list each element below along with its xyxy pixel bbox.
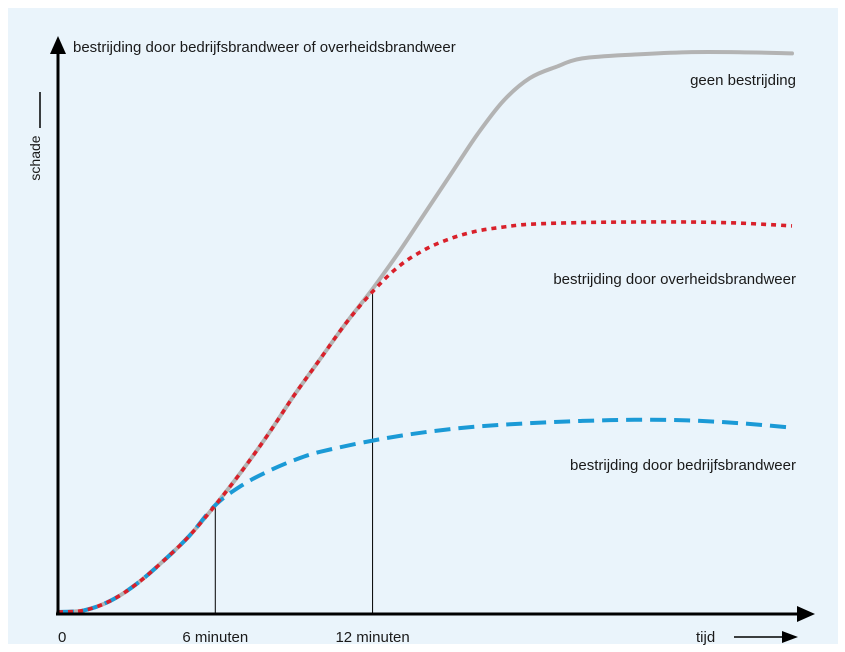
series-line-2 [57,220,793,614]
x-tick-labels: 0 6 minuten 12 minuten [58,629,410,646]
series-label-2: bestrijding door overheidsbrandweer [553,271,796,288]
series-labels: geen bestrijding bestrijding door overhei… [553,72,796,474]
series-label-3: bestrijding door bedrijfsbrandweer [570,457,796,474]
minute-marker-lines [214,288,374,614]
y-axis-arrow-icon [50,36,66,54]
x-tick-label-1: 0 [58,629,66,646]
series-lines [56,50,794,614]
x-tick-label-2: 6 minuten [182,629,248,646]
x-axis-arrow-icon [797,606,815,622]
x-label-arrow-icon [782,631,798,643]
chart-background [8,8,838,644]
series-line-3 [57,417,793,614]
chart-title: bestrijding door bedrijfsbrandweer of ov… [73,39,456,56]
x-tick-label-3: 12 minuten [335,629,409,646]
y-axis-label: schade [27,135,43,180]
series-label-1: geen bestrijding [690,72,796,89]
x-axis-label: tijd [696,629,715,646]
